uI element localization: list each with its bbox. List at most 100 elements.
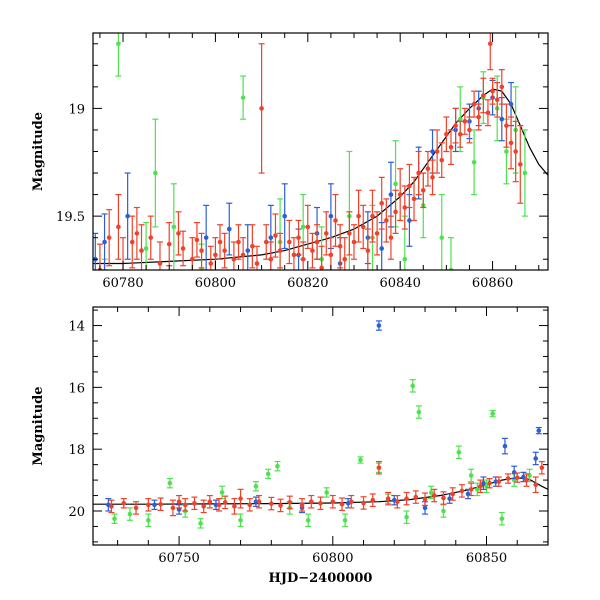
data-point-green xyxy=(253,483,259,489)
plot-frame xyxy=(92,306,549,546)
data-point-green xyxy=(127,511,133,517)
data-point-green xyxy=(428,490,434,495)
x-tick-label: 60800 xyxy=(195,276,236,291)
data-point-green xyxy=(300,224,306,230)
data-point-red xyxy=(365,248,371,253)
data-point-red xyxy=(476,114,482,120)
data-point-blue xyxy=(521,474,526,480)
data-point-red xyxy=(222,500,228,505)
data-point-red xyxy=(250,244,255,249)
data-point-red xyxy=(273,233,278,238)
data-point-red xyxy=(166,241,172,247)
data-point-green xyxy=(143,246,149,251)
data-point-red xyxy=(395,499,400,505)
data-point-red xyxy=(192,500,197,506)
bottom-panel: 60750 60800 60850 14 16 18 20 Magnitude HJD−2400… xyxy=(31,306,549,586)
data-point-red xyxy=(222,248,227,253)
data-point-red xyxy=(348,499,354,505)
data-point-green xyxy=(404,514,409,520)
data-point-red xyxy=(448,144,454,150)
plot-area xyxy=(93,320,548,529)
data-point-red xyxy=(180,246,186,251)
x-tick-label: 60800 xyxy=(312,551,353,566)
data-point-blue xyxy=(533,456,539,461)
data-point-red xyxy=(238,496,243,501)
data-point-red xyxy=(299,502,305,508)
data-point-red xyxy=(361,500,366,506)
data-point-green xyxy=(393,181,398,187)
data-point-red xyxy=(393,209,398,215)
x-tick-label: 60820 xyxy=(287,276,328,291)
data-point-red xyxy=(190,256,195,262)
y-axis-label: Magnitude xyxy=(31,386,46,465)
data-point-red xyxy=(201,504,206,509)
data-point-red xyxy=(508,140,514,146)
data-point-blue xyxy=(226,226,232,232)
data-point-blue xyxy=(508,101,514,107)
data-point-green xyxy=(116,41,121,47)
data-point-red xyxy=(513,149,518,154)
data-point-red xyxy=(360,224,366,230)
data-point-red xyxy=(434,149,440,154)
data-point-green xyxy=(112,516,117,522)
data-point-red xyxy=(431,493,437,498)
data-point-blue xyxy=(499,116,505,122)
data-point-red xyxy=(148,235,154,240)
data-point-red xyxy=(106,235,112,240)
data-point-green xyxy=(219,490,225,495)
data-point-red xyxy=(496,479,502,484)
x-tick-label: 60780 xyxy=(102,276,143,291)
data-point-red xyxy=(139,248,144,253)
data-point-green xyxy=(305,517,311,523)
data-point-green xyxy=(441,508,446,514)
data-point-green xyxy=(474,487,480,492)
data-point-red xyxy=(499,84,505,90)
data-point-red xyxy=(208,261,214,266)
y-tick-label: 19.5 xyxy=(56,210,85,225)
data-point-red xyxy=(314,239,320,245)
data-point-blue xyxy=(430,149,435,154)
data-point-red xyxy=(176,231,181,236)
data-point-green xyxy=(402,256,408,262)
data-point-green xyxy=(171,224,177,230)
data-point-red xyxy=(199,248,204,253)
x-tick-label: 60860 xyxy=(472,276,513,291)
data-point-red xyxy=(287,500,293,505)
data-point-red xyxy=(453,123,458,128)
data-point-red xyxy=(129,239,135,245)
data-point-red xyxy=(146,502,151,508)
data-point-blue xyxy=(376,323,382,328)
data-point-red xyxy=(416,170,421,176)
data-point-red xyxy=(247,502,253,508)
data-point-red xyxy=(278,503,283,508)
data-point-green xyxy=(167,480,173,486)
data-point-red xyxy=(318,500,323,506)
data-point-red xyxy=(207,499,213,505)
data-point-red xyxy=(231,256,237,262)
data-point-red xyxy=(504,123,509,128)
data-point-red xyxy=(376,465,382,471)
data-point-red xyxy=(268,256,274,262)
data-point-red xyxy=(490,88,495,94)
data-point-green xyxy=(468,473,474,478)
data-point-blue xyxy=(125,213,130,219)
data-point-red xyxy=(337,244,343,249)
data-point-green xyxy=(410,383,416,389)
y-tick-label: 16 xyxy=(68,381,85,396)
data-point-blue xyxy=(203,235,209,240)
data-point-red xyxy=(379,200,385,206)
top-panel: 60780 60800 60820 60840 60860 19 19.5 Magnitude xyxy=(31,32,549,291)
data-point-red xyxy=(384,218,389,223)
data-point-green xyxy=(342,517,348,523)
data-point-red xyxy=(217,239,223,245)
data-point-red xyxy=(487,41,493,47)
data-point-red xyxy=(430,175,435,180)
data-point-red xyxy=(291,252,297,258)
data-point-red xyxy=(450,491,455,497)
data-point-red xyxy=(256,499,262,505)
y-tick-label: 20 xyxy=(68,505,85,520)
data-point-red xyxy=(157,261,163,266)
data-point-red xyxy=(517,162,523,167)
y-tick-label: 19 xyxy=(68,102,85,117)
